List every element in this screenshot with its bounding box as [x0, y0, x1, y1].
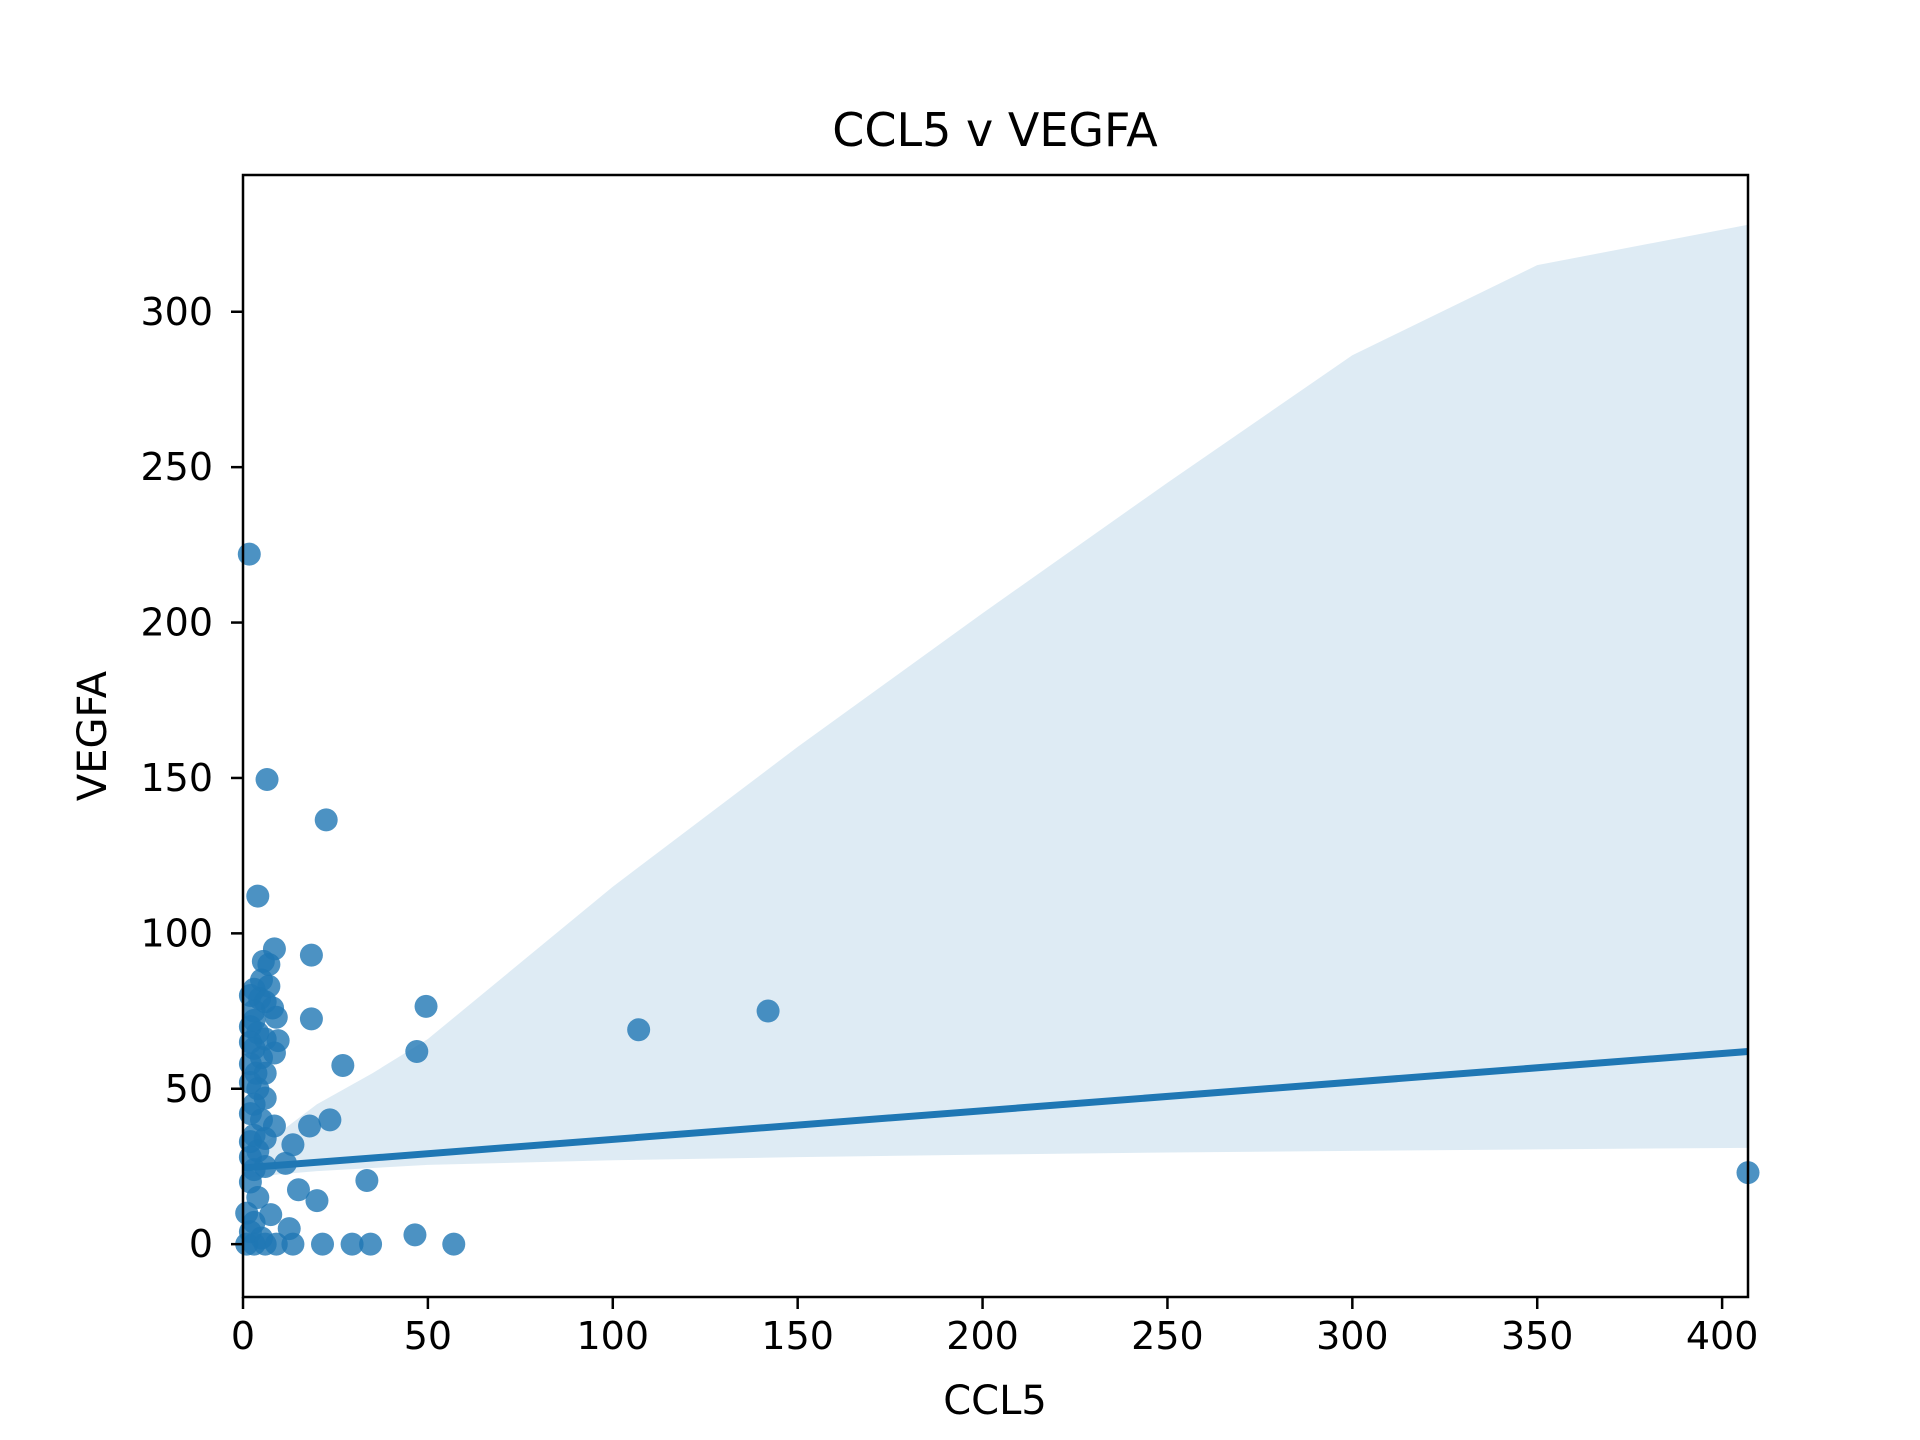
x-tick-label: 350: [1501, 1314, 1574, 1358]
x-tick-label: 0: [231, 1314, 255, 1358]
scatter-point: [756, 999, 780, 1023]
x-axis-label: CCL5: [943, 1378, 1047, 1424]
y-tick-label: 150: [140, 756, 213, 800]
scatter-point: [255, 768, 279, 792]
scatter-point: [264, 1005, 288, 1029]
axes: 0 50 100 150 200 250 300 350 400 0 50 100 150 200 250 3…: [140, 173, 1759, 1358]
y-tick-label: 200: [140, 601, 213, 645]
y-tick-label: 0: [189, 1222, 213, 1266]
scatter-point: [403, 1223, 427, 1247]
scatter-point: [242, 1008, 266, 1032]
x-tick-label: 250: [1131, 1314, 1204, 1358]
y-tick-label: 300: [140, 290, 213, 334]
x-tick-label: 100: [577, 1314, 650, 1358]
scatter-point: [238, 1030, 262, 1054]
axes-frame: [241, 173, 1750, 1299]
x-tick-label: 300: [1316, 1314, 1389, 1358]
scatter-point: [355, 1168, 379, 1192]
scatter-point: [281, 1232, 305, 1256]
scatter-point: [264, 1232, 288, 1256]
scatter-point: [305, 1189, 329, 1213]
chart-title: CCL5 v VEGFA: [832, 103, 1158, 157]
scatter-point: [299, 1007, 323, 1031]
scatter-point: [286, 1178, 310, 1202]
y-tick-label: 250: [140, 445, 213, 489]
x-tick-label: 400: [1686, 1314, 1759, 1358]
plot-area: [235, 224, 1760, 1256]
x-tick-label: 150: [761, 1314, 834, 1358]
scatter-point: [299, 943, 323, 967]
scatter-point: [340, 1232, 364, 1256]
scatter-point: [298, 1114, 322, 1138]
scatter-point: [314, 808, 338, 832]
x-tick-label: 50: [404, 1314, 452, 1358]
scatter-point: [318, 1108, 342, 1132]
y-tick-label: 100: [140, 911, 213, 955]
regression-line: [242, 1047, 1749, 1172]
scatter-point: [414, 994, 438, 1018]
scatter-point: [331, 1053, 355, 1077]
scatter-point: [359, 1232, 383, 1256]
x-tick-label: 200: [946, 1314, 1019, 1358]
scatter-point: [627, 1018, 651, 1042]
confidence-band: [243, 224, 1748, 1179]
scatter-point: [311, 1232, 335, 1256]
scatter-point: [281, 1133, 305, 1157]
scatter-point: [442, 1232, 466, 1256]
scatter-point: [237, 542, 261, 566]
y-axis-label: VEGFA: [70, 670, 116, 801]
scatter-point: [405, 1039, 429, 1063]
y-tick-label: 50: [165, 1067, 213, 1111]
scatter-point: [246, 884, 270, 908]
